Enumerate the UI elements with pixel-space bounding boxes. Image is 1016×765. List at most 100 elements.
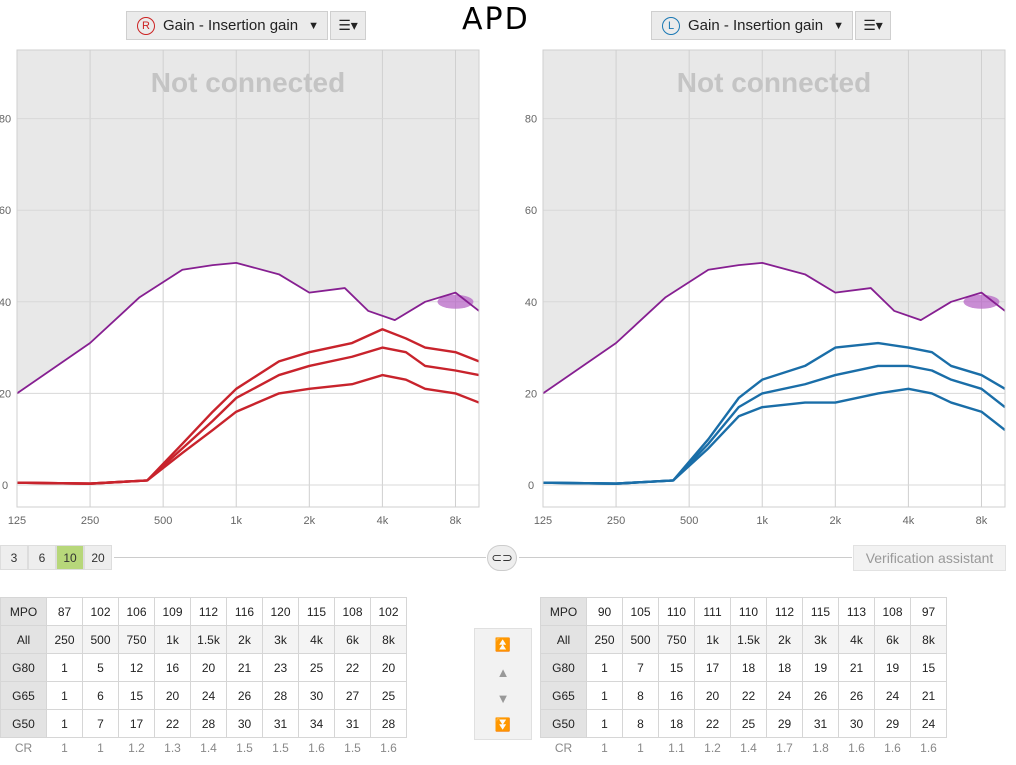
cr-cell[interactable]: 1	[601, 740, 608, 755]
mpo-cell[interactable]: 116	[226, 597, 263, 626]
frequency-cell[interactable]: 1k	[694, 625, 731, 654]
mpo-label[interactable]: MPO	[540, 597, 587, 626]
left-menu-button[interactable]: ☰▾	[855, 11, 891, 40]
gain-cell[interactable]: 16	[658, 681, 695, 710]
gain-cell[interactable]: 22	[154, 709, 191, 738]
gain-cell[interactable]: 15	[118, 681, 155, 710]
mpo-cell[interactable]: 102	[370, 597, 407, 626]
gain-cell[interactable]: 15	[910, 653, 947, 682]
gain-cell[interactable]: 31	[802, 709, 839, 738]
gain-cell[interactable]: 16	[154, 653, 191, 682]
gain-cell[interactable]: 19	[802, 653, 839, 682]
right-gain-chart[interactable]: 125 250 500 1k 2k 4k 8k 0 20 40 60 80 Not connected	[0, 49, 480, 527]
gain-cell[interactable]: 30	[838, 709, 875, 738]
gain-cell[interactable]: 12	[118, 653, 155, 682]
scale-button-10[interactable]: 10	[56, 545, 84, 570]
gain-cell[interactable]: 28	[262, 681, 299, 710]
mpo-cell[interactable]: 110	[658, 597, 695, 626]
mpo-label[interactable]: MPO	[0, 597, 47, 626]
scale-button-6[interactable]: 6	[28, 545, 56, 570]
gain-cell[interactable]: 22	[694, 709, 731, 738]
gain-cell[interactable]: 25	[370, 681, 407, 710]
gain-cell[interactable]: 18	[766, 653, 803, 682]
gain-cell[interactable]: 20	[370, 653, 407, 682]
gain-cell[interactable]: 20	[694, 681, 731, 710]
frequency-cell[interactable]: 750	[118, 625, 155, 654]
gain-cell[interactable]: 23	[262, 653, 299, 682]
cr-cell[interactable]: 1	[97, 740, 104, 755]
down-arrow-icon[interactable]: ▼	[496, 691, 510, 706]
double-up-arrow-icon[interactable]: ⏫	[494, 637, 512, 652]
left-gain-chart[interactable]: 125 250 500 1k 2k 4k 8k 0 20 40 60 80 Not connected	[525, 49, 1006, 527]
cr-cell[interactable]: 1.6	[884, 740, 901, 755]
gain-cell[interactable]: 31	[334, 709, 371, 738]
cr-cell[interactable]: 1.5	[236, 740, 253, 755]
mpo-cell[interactable]: 87	[46, 597, 83, 626]
gain-cell[interactable]: 29	[766, 709, 803, 738]
gain-cell[interactable]: 24	[190, 681, 227, 710]
mpo-cell[interactable]: 111	[694, 597, 731, 626]
cr-cell[interactable]: 1.8	[812, 740, 829, 755]
frequency-cell[interactable]: 3k	[802, 625, 839, 654]
all-label[interactable]: All	[540, 625, 587, 654]
gain-cell[interactable]: 8	[622, 709, 659, 738]
mpo-cell[interactable]: 108	[874, 597, 911, 626]
gain-cell[interactable]: 30	[226, 709, 263, 738]
gain-cell[interactable]: 18	[658, 709, 695, 738]
gain-cell[interactable]: 25	[730, 709, 767, 738]
gain-cell[interactable]: 21	[838, 653, 875, 682]
cr-cell[interactable]: 1.2	[128, 740, 145, 755]
cr-cell[interactable]: 1.4	[740, 740, 757, 755]
cr-cell[interactable]: 1	[637, 740, 644, 755]
mpo-cell[interactable]: 112	[190, 597, 227, 626]
cr-cell[interactable]: 1.2	[704, 740, 721, 755]
cr-cell[interactable]: 1.6	[848, 740, 865, 755]
frequency-cell[interactable]: 4k	[838, 625, 875, 654]
frequency-cell[interactable]: 8k	[370, 625, 407, 654]
frequency-cell[interactable]: 8k	[910, 625, 947, 654]
gain-cell[interactable]: 22	[730, 681, 767, 710]
gain-row-label[interactable]: G65	[0, 681, 47, 710]
gain-cell[interactable]: 28	[190, 709, 227, 738]
mpo-cell[interactable]: 115	[298, 597, 335, 626]
gain-cell[interactable]: 1	[586, 709, 623, 738]
left-view-dropdown[interactable]: L Gain - Insertion gain ▼	[651, 11, 853, 40]
frequency-cell[interactable]: 6k	[334, 625, 371, 654]
cr-cell[interactable]: 1.5	[272, 740, 289, 755]
gain-cell[interactable]: 1	[46, 653, 83, 682]
cr-cell[interactable]: 1.6	[920, 740, 937, 755]
gain-cell[interactable]: 34	[298, 709, 335, 738]
gain-cell[interactable]: 25	[298, 653, 335, 682]
cr-cell[interactable]: 1.4	[200, 740, 217, 755]
cr-label[interactable]: CR	[554, 740, 573, 755]
up-arrow-icon[interactable]: ▲	[496, 665, 510, 680]
gain-cell[interactable]: 7	[622, 653, 659, 682]
gain-cell[interactable]: 7	[82, 709, 119, 738]
gain-cell[interactable]: 24	[766, 681, 803, 710]
cr-cell[interactable]: 1.5	[344, 740, 361, 755]
gain-cell[interactable]: 8	[622, 681, 659, 710]
gain-row-label[interactable]: G50	[540, 709, 587, 738]
cr-cell[interactable]: 1.6	[308, 740, 325, 755]
gain-row-label[interactable]: G50	[0, 709, 47, 738]
right-view-dropdown[interactable]: R Gain - Insertion gain ▼	[126, 11, 328, 40]
gain-cell[interactable]: 26	[226, 681, 263, 710]
frequency-cell[interactable]: 750	[658, 625, 695, 654]
mpo-cell[interactable]: 109	[154, 597, 191, 626]
mpo-cell[interactable]: 120	[262, 597, 299, 626]
frequency-cell[interactable]: 6k	[874, 625, 911, 654]
gain-cell[interactable]: 31	[262, 709, 299, 738]
gain-row-label[interactable]: G80	[540, 653, 587, 682]
double-down-arrow-icon[interactable]: ⏬	[494, 717, 512, 732]
gain-cell[interactable]: 19	[874, 653, 911, 682]
cr-cell[interactable]: 1.1	[668, 740, 685, 755]
mpo-cell[interactable]: 112	[766, 597, 803, 626]
cr-cell[interactable]: 1.7	[776, 740, 793, 755]
frequency-cell[interactable]: 500	[82, 625, 119, 654]
gain-cell[interactable]: 21	[226, 653, 263, 682]
frequency-cell[interactable]: 1k	[154, 625, 191, 654]
gain-cell[interactable]: 15	[658, 653, 695, 682]
gain-cell[interactable]: 20	[154, 681, 191, 710]
gain-row-label[interactable]: G65	[540, 681, 587, 710]
frequency-cell[interactable]: 2k	[766, 625, 803, 654]
